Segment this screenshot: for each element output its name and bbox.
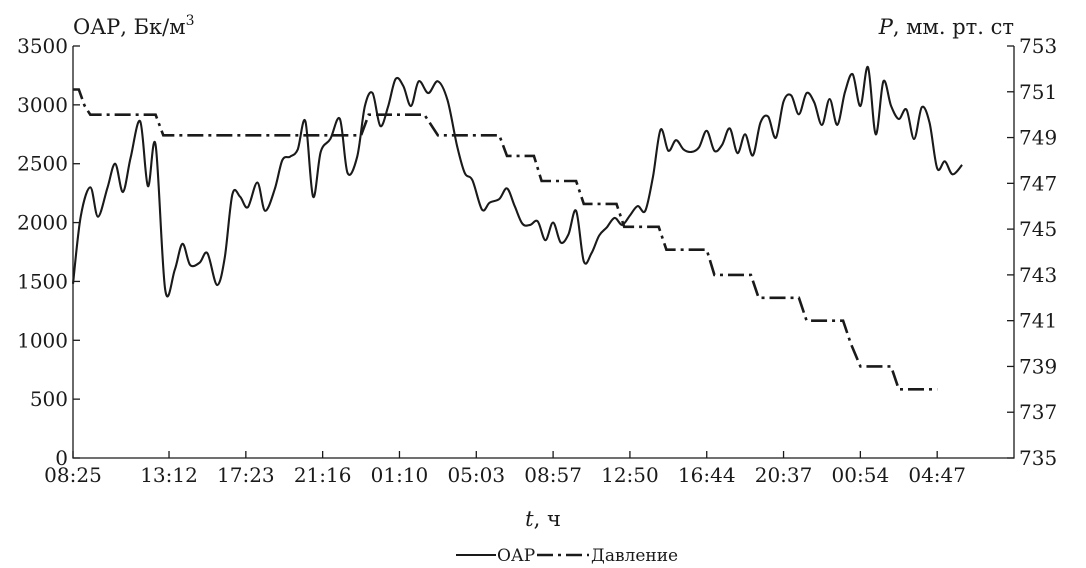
axes	[72, 46, 1015, 459]
y-left-title: ОАР, Бк/м3	[73, 13, 195, 39]
x-axis-title: t, ч	[525, 507, 561, 531]
x-axis-title-unit: , ч	[534, 507, 561, 531]
y-right-tick-label: 737	[1019, 400, 1057, 424]
x-tick-label: 20:37	[755, 463, 813, 487]
svg-text:P, мм. рт. ст: P, мм. рт. ст	[878, 15, 1014, 39]
plot-frame	[72, 46, 1015, 459]
x-tick-label: 13:12	[140, 463, 198, 487]
x-tick-label: 04:47	[908, 463, 966, 487]
svg-text:ОАР, Бк/м3: ОАР, Бк/м3	[73, 13, 195, 39]
series-line-pressure	[73, 88, 938, 391]
y-left-tick-label: 1500	[17, 269, 68, 293]
y-left-tick-label: 2500	[17, 152, 68, 176]
x-tick-label: 05:03	[447, 463, 505, 487]
series-line-oap	[71, 66, 963, 298]
y-right-tick-label: 741	[1019, 309, 1057, 333]
svg-text:t, ч: t, ч	[525, 507, 561, 531]
x-tick-label: 01:10	[371, 463, 429, 487]
y-left-tick-label: 1000	[17, 328, 68, 352]
y-right-title: P, мм. рт. ст	[878, 15, 1014, 39]
y-right-title-symbol: P	[878, 15, 894, 39]
y-right-tick-label: 735	[1019, 446, 1057, 470]
y-right-ticks: 735 737 739 741 743 745 747 749 751 753	[1007, 34, 1057, 470]
y-right-tick-label: 747	[1019, 171, 1057, 195]
y-left-tick-label: 3000	[17, 93, 68, 117]
y-right-tick-label: 753	[1019, 34, 1057, 58]
y-right-tick-label: 749	[1019, 126, 1057, 150]
x-tick-label: 00:54	[832, 463, 890, 487]
y-left-title-text: ОАР, Бк/м	[73, 15, 186, 39]
x-ticks: 08:25 13:12 17:23 21:16 01:10 05:03 08:57 12:50…	[44, 451, 966, 487]
legend-label-pressure: Давление	[591, 546, 678, 566]
y-right-tick-label: 745	[1019, 217, 1057, 241]
y-left-title-sup: 3	[186, 13, 195, 29]
x-tick-label: 16:44	[678, 463, 736, 487]
y-left-tick-label: 0	[55, 446, 68, 470]
x-tick-label: 21:16	[294, 463, 352, 487]
y-right-title-unit: , мм. рт. ст	[893, 15, 1014, 39]
y-left-ticks: 0 500 1000 1500 2000 2500 3000 3500	[17, 34, 80, 470]
x-tick-label: 12:50	[601, 463, 659, 487]
x-tick-label: 08:25	[44, 463, 102, 487]
y-right-tick-label: 751	[1019, 80, 1057, 104]
y-left-tick-label: 3500	[17, 34, 68, 58]
y-left-tick-label: 500	[30, 387, 68, 411]
legend-label-oap: ОАР	[497, 546, 535, 566]
y-right-tick-label: 739	[1019, 354, 1057, 378]
x-tick-label: 17:23	[217, 463, 275, 487]
y-left-tick-label: 2000	[17, 211, 68, 235]
y-right-tick-label: 743	[1019, 263, 1057, 287]
series-layer	[71, 66, 963, 391]
x-tick-label: 08:57	[524, 463, 582, 487]
x-axis-title-symbol: t	[525, 507, 534, 531]
legend: ОАР Давление	[456, 546, 678, 566]
